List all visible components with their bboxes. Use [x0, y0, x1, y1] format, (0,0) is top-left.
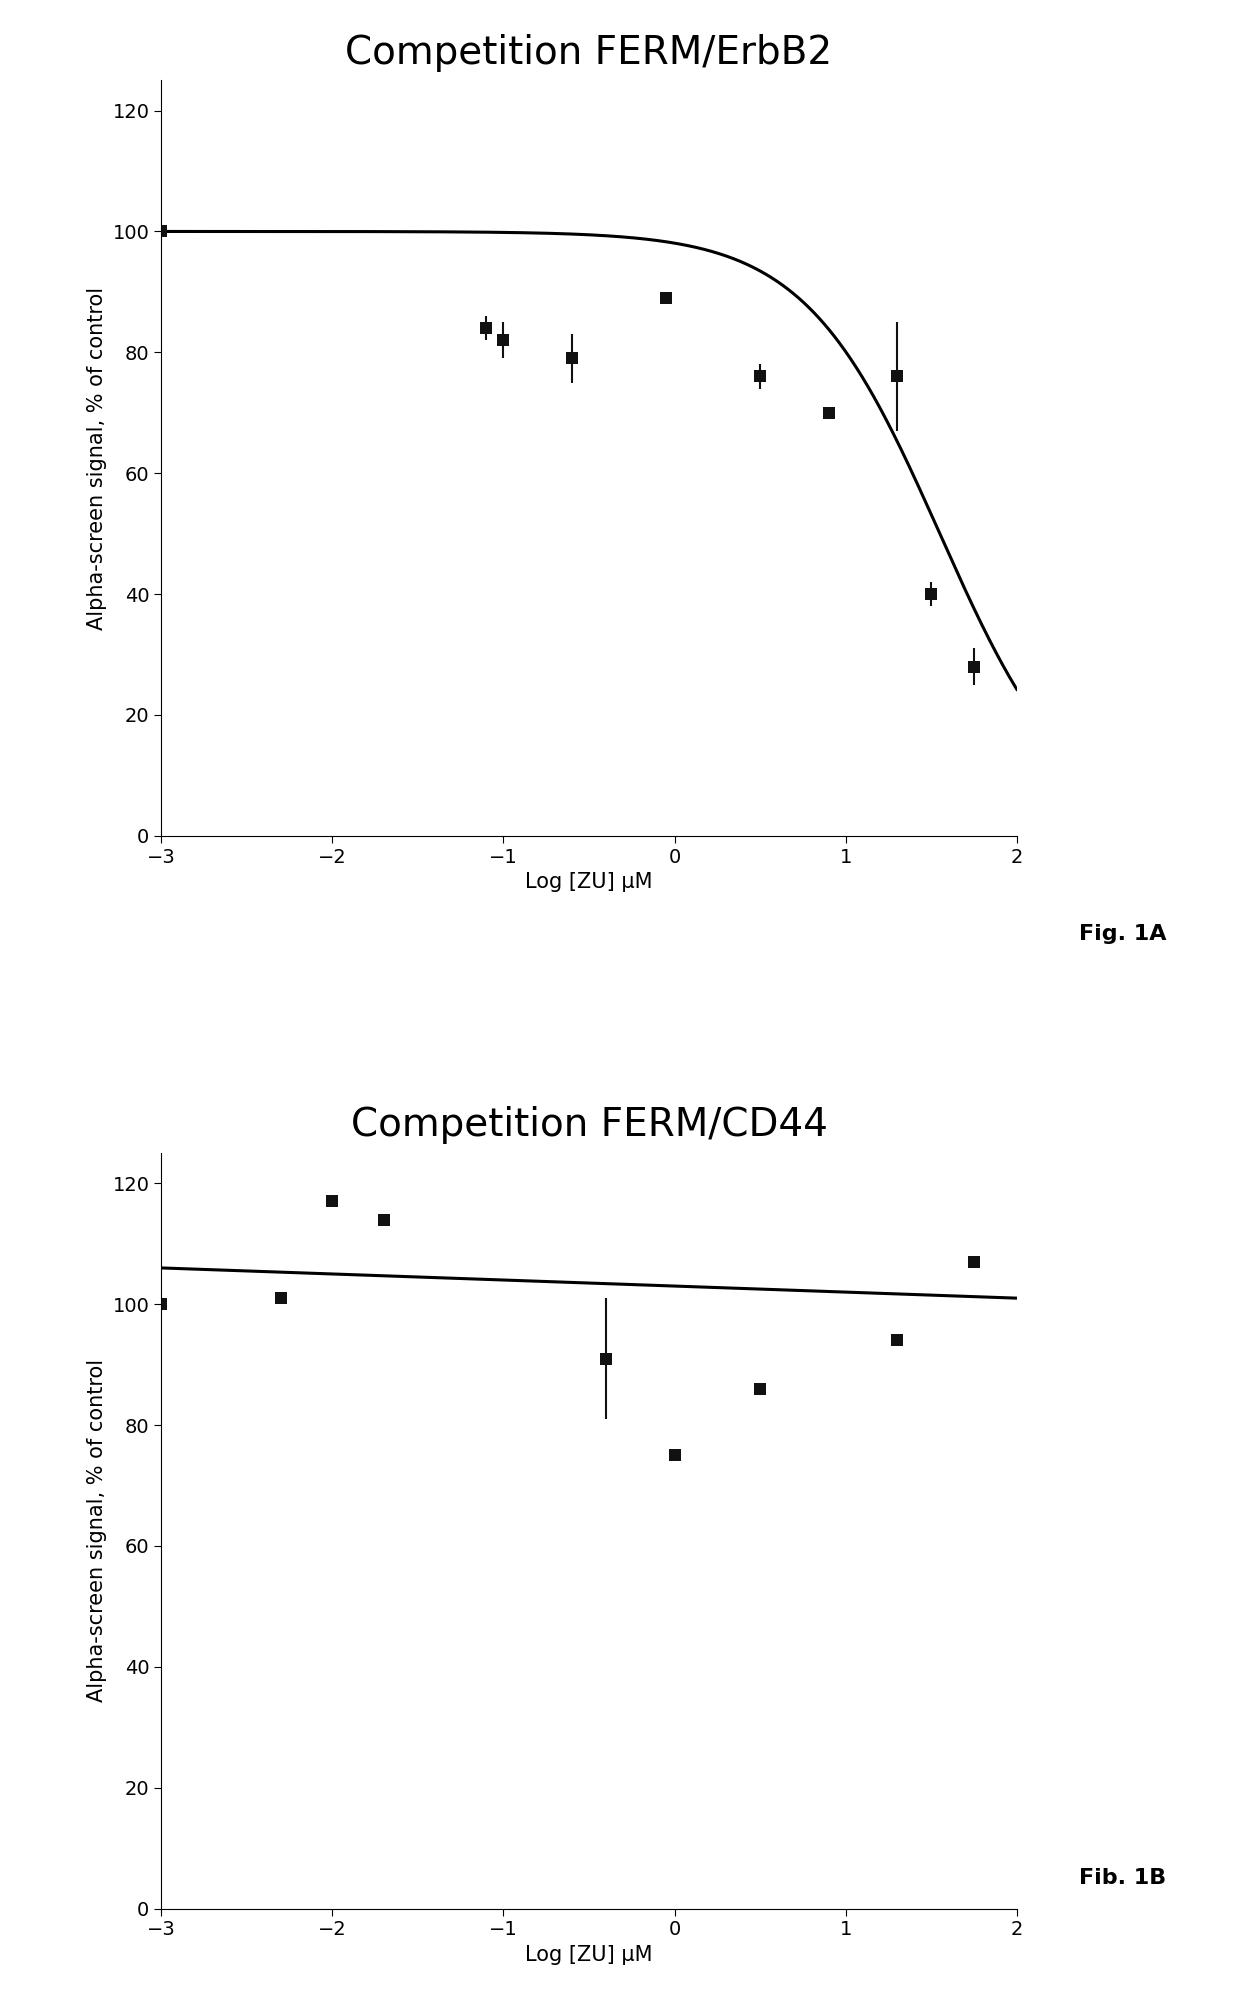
Text: Fib. 1B: Fib. 1B: [1079, 1868, 1166, 1888]
Y-axis label: Alpha-screen signal, % of control: Alpha-screen signal, % of control: [87, 1360, 107, 1702]
Y-axis label: Alpha-screen signal, % of control: Alpha-screen signal, % of control: [87, 287, 107, 629]
X-axis label: Log [ZU] μM: Log [ZU] μM: [526, 1945, 652, 1965]
Title: Competition FERM/ErbB2: Competition FERM/ErbB2: [346, 34, 832, 72]
Text: Fig. 1A: Fig. 1A: [1079, 924, 1167, 944]
Title: Competition FERM/CD44: Competition FERM/CD44: [351, 1107, 827, 1145]
X-axis label: Log [ZU] μM: Log [ZU] μM: [526, 872, 652, 892]
